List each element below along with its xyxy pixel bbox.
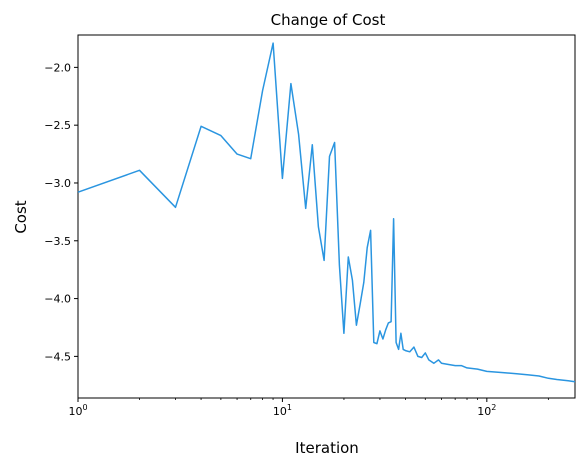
chart-title: Change of Cost xyxy=(271,11,386,29)
y-tick-label: −2.5 xyxy=(44,119,71,132)
x-tick-label: 101 xyxy=(273,403,292,418)
plot-area xyxy=(77,34,576,399)
plot-frame xyxy=(77,34,576,399)
y-tick-label: −3.5 xyxy=(44,235,71,248)
y-axis-label: Cost xyxy=(12,200,30,233)
series-lines xyxy=(77,42,576,383)
x-tick-label: 102 xyxy=(477,403,496,418)
y-tick-label: −4.0 xyxy=(44,293,71,306)
x-tick-label: 100 xyxy=(68,403,87,418)
y-tick-label: −3.0 xyxy=(44,177,71,190)
y-tick-label: −4.5 xyxy=(44,350,71,363)
x-axis-label: Iteration xyxy=(295,439,359,457)
y-tick-label: −2.0 xyxy=(44,61,71,74)
series-line xyxy=(77,42,576,383)
